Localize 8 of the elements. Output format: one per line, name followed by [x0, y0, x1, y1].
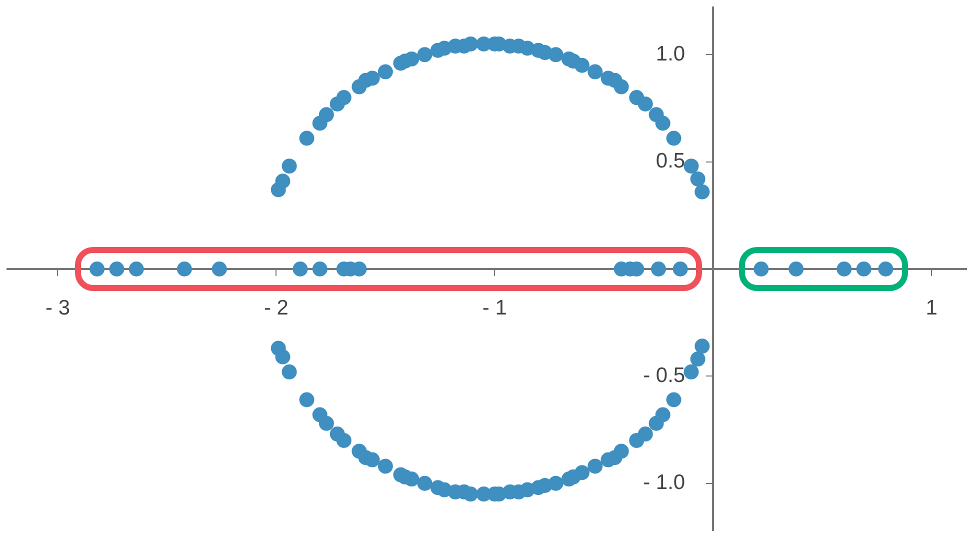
y-tick-label: 0.5 — [656, 150, 686, 173]
x-tick-label: - 2 — [264, 296, 288, 320]
x-tick-label: - 3 — [45, 296, 70, 320]
x-tick-label: 1 — [926, 296, 938, 320]
y-tick-label: 1.0 — [656, 42, 686, 66]
y-tick-label: - 1.0 — [643, 471, 686, 494]
y-tick-label: - 0.5 — [643, 364, 686, 387]
x-tick-label: - 1 — [482, 296, 507, 320]
